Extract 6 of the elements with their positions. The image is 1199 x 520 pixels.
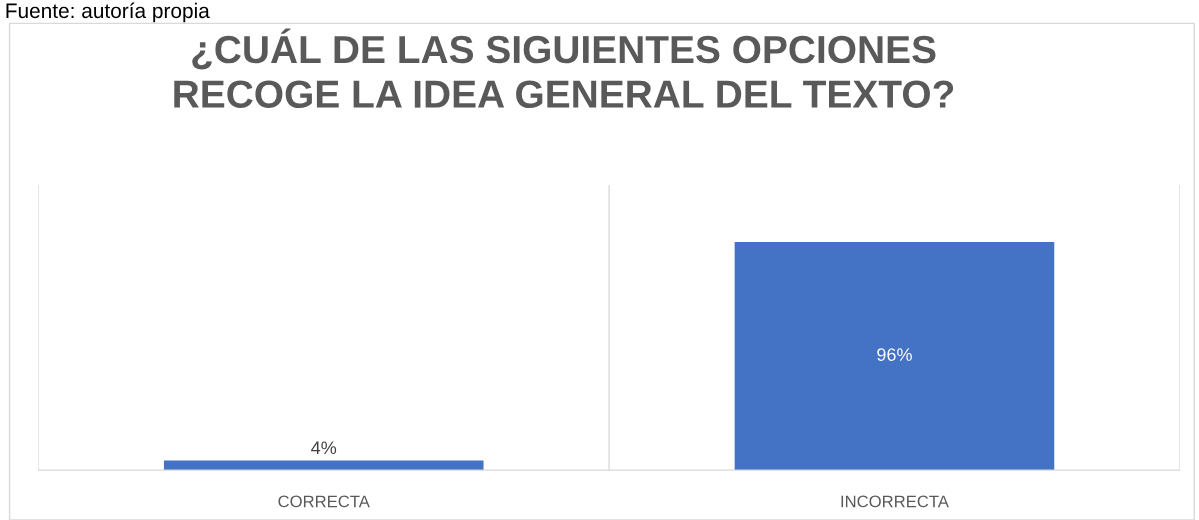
chart-title: ¿CUÁL DE LAS SIGUIENTES OPCIONES RECOGE LA IDEA GENERAL DEL TEXTO? xyxy=(174,28,954,108)
data-label: 4% xyxy=(311,441,337,455)
x-tick-label: CORRECTA xyxy=(278,495,370,508)
source-note: Fuente: autoría propia xyxy=(6,2,210,23)
data-label: 96% xyxy=(877,348,912,361)
x-tick-label: INCORRECTA xyxy=(841,495,949,508)
